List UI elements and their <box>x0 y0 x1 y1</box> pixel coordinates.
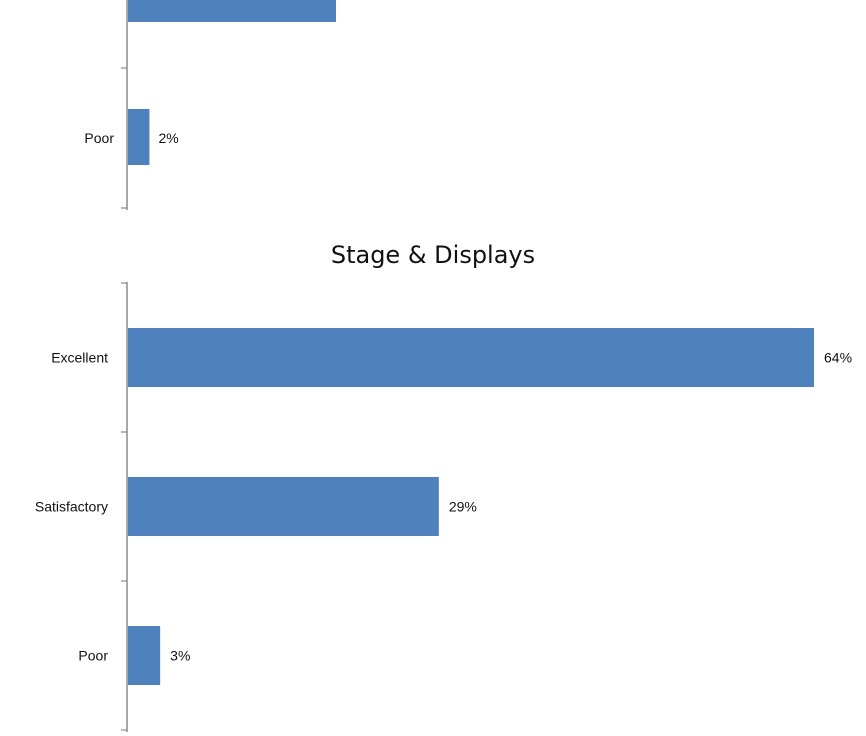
top-chart-bar-poor <box>128 109 150 165</box>
top-chart-category-label-poor: Poor <box>84 130 114 146</box>
chart-stage-displays: Stage & Displays Excellent 64% Satisfactor… <box>35 241 852 732</box>
category-label-excellent: Excellent <box>51 350 108 366</box>
top-chart-value-label-poor: 2% <box>158 130 178 146</box>
chart-top: Poor 2% <box>84 0 336 210</box>
chart-bars: Excellent 64% Satisfactory 29% Poor 3% <box>35 328 852 685</box>
top-chart-partial-bar <box>128 0 336 22</box>
bar-excellent <box>128 328 814 387</box>
bar-satisfactory <box>128 477 439 536</box>
category-label-poor: Poor <box>78 648 108 664</box>
chart-title: Stage & Displays <box>331 241 535 269</box>
bar-poor <box>128 626 161 685</box>
value-label-satisfactory: 29% <box>449 499 477 515</box>
value-label-excellent: 64% <box>824 350 852 366</box>
value-label-poor: 3% <box>170 648 190 664</box>
category-label-satisfactory: Satisfactory <box>35 499 108 515</box>
